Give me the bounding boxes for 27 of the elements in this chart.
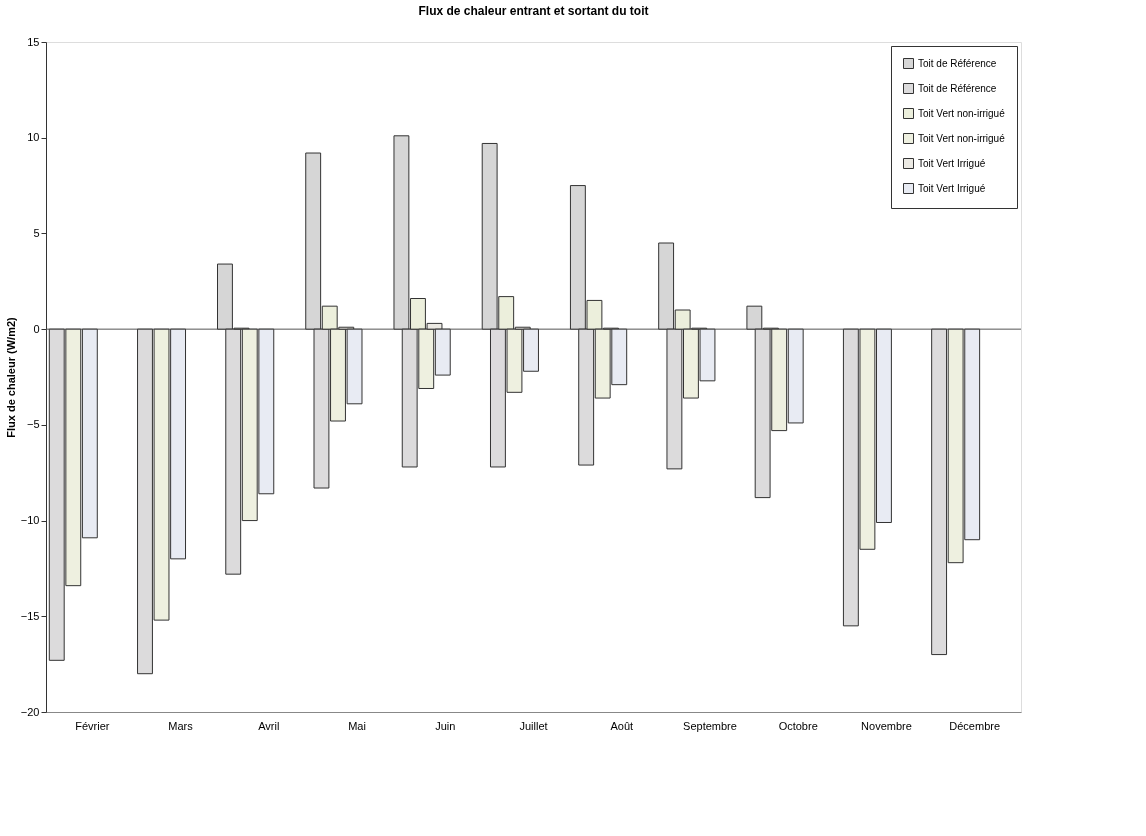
legend-label: Toit de Référence bbox=[918, 57, 997, 69]
legend-label: Toit Vert non-irrigué bbox=[918, 132, 1006, 144]
x-tick-label: Mars bbox=[168, 719, 194, 732]
x-tick-label: Mai bbox=[348, 719, 366, 732]
x-tick-label: Décembre bbox=[949, 719, 1001, 732]
y-tick-label: −10 bbox=[20, 514, 40, 527]
y-tick-label: −20 bbox=[20, 705, 40, 718]
x-tick-label: Juin bbox=[435, 719, 456, 732]
x-tick-label: Juillet bbox=[519, 719, 548, 732]
y-tick-label: 5 bbox=[33, 226, 40, 239]
legend-label: Toit de Référence bbox=[918, 82, 997, 94]
y-axis-title: Flux de chaleur (W/m2) bbox=[4, 316, 17, 438]
x-tick-label: Avril bbox=[258, 719, 280, 732]
x-tick-label: Septembre bbox=[683, 719, 737, 732]
chart-title: Flux de chaleur entrant et sortant du toit bbox=[418, 4, 649, 18]
x-tick-label: Août bbox=[610, 719, 634, 732]
x-tick-label: Février bbox=[75, 719, 110, 732]
y-tick-label: 15 bbox=[27, 35, 40, 48]
legend-label: Toit Vert Irrigué bbox=[918, 157, 986, 169]
y-tick-label: 10 bbox=[27, 131, 40, 144]
x-tick-label: Novembre bbox=[861, 719, 912, 732]
legend-label: Toit Vert Irrigué bbox=[918, 182, 986, 194]
y-tick-label: −5 bbox=[26, 418, 40, 431]
y-tick-label: 0 bbox=[33, 322, 40, 335]
legend-label: Toit Vert non-irrigué bbox=[918, 107, 1006, 119]
y-tick-label: −15 bbox=[20, 609, 40, 622]
x-tick-label: Octobre bbox=[778, 719, 818, 732]
